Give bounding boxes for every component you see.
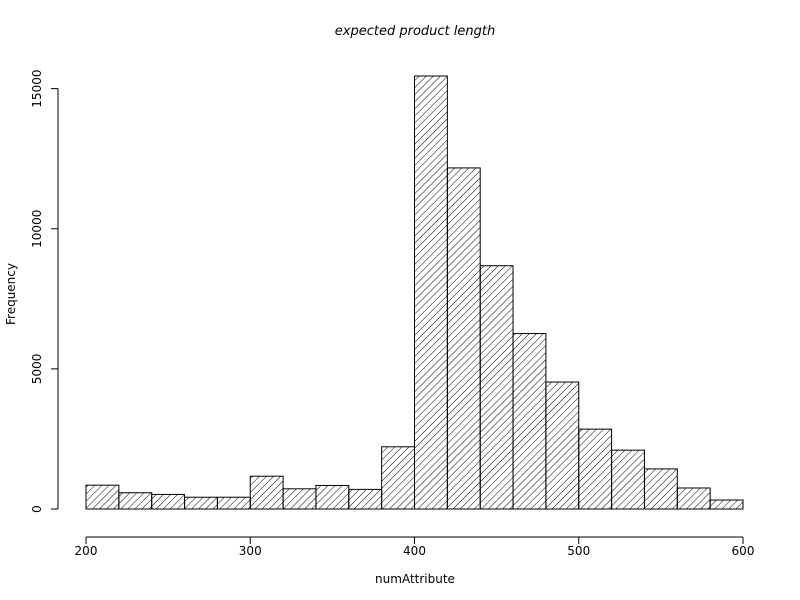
x-axis: 200 300 400 500 600 xyxy=(75,536,755,558)
histogram-bar-340-360 xyxy=(315,484,350,510)
x-tick-label-600: 600 xyxy=(732,544,755,558)
bars xyxy=(85,75,744,510)
histogram-bar-540-560 xyxy=(643,468,678,510)
histogram-bar-300-320 xyxy=(249,475,284,510)
histogram-bar-320-340 xyxy=(282,488,317,510)
histogram-bar-460-480 xyxy=(512,333,547,510)
histogram-bar-260-280 xyxy=(184,496,218,510)
histogram-bar-280-300 xyxy=(216,496,251,510)
histogram-bar-220-240 xyxy=(118,492,153,510)
histogram-bar-520-540 xyxy=(611,449,645,510)
x-tick-label-500: 500 xyxy=(567,544,590,558)
histogram-bar-240-260 xyxy=(151,493,186,510)
y-axis: 0 5000 10000 15000 xyxy=(30,70,59,513)
histogram-bar-420-440 xyxy=(446,167,481,510)
chart-title: expected product length xyxy=(335,24,495,39)
histogram-bar-360-380 xyxy=(348,488,383,510)
histogram-bar-580-600 xyxy=(709,499,744,510)
histogram-bar-200-220 xyxy=(85,484,120,510)
y-tick-label-5000: 5000 xyxy=(30,354,44,385)
x-tick-label-200: 200 xyxy=(75,544,98,558)
y-axis-label: Frequency xyxy=(4,263,18,325)
x-tick-label-300: 300 xyxy=(239,544,262,558)
histogram-bar-500-520 xyxy=(578,428,613,510)
histogram-bar-440-460 xyxy=(479,265,514,510)
histogram-bar-380-400 xyxy=(381,446,415,510)
histogram-bar-560-580 xyxy=(676,487,711,510)
y-tick-label-0: 0 xyxy=(30,505,44,513)
x-tick-label-400: 400 xyxy=(403,544,426,558)
y-tick-label-15000: 15000 xyxy=(30,70,44,108)
y-tick-label-10000: 10000 xyxy=(30,210,44,248)
histogram-bar-480-500 xyxy=(545,381,580,510)
x-axis-label: numAttribute xyxy=(375,572,455,586)
histogram-bar-400-420 xyxy=(414,75,448,510)
